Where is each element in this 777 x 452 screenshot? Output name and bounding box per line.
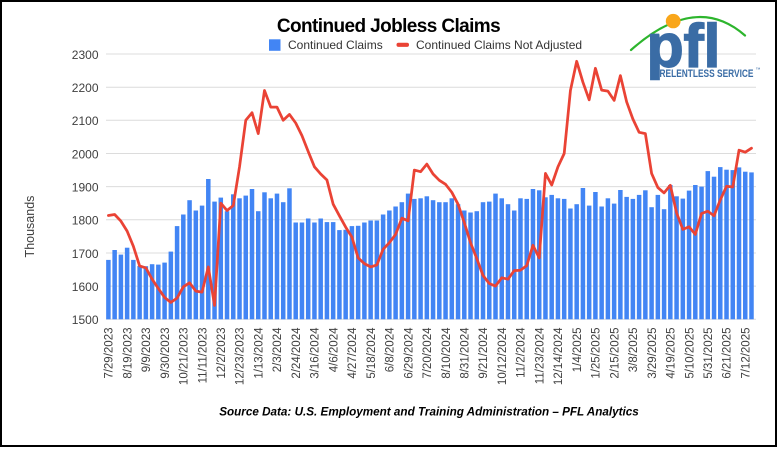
svg-text:4/19/2025: 4/19/2025 xyxy=(666,328,678,379)
svg-text:7/12/2025: 7/12/2025 xyxy=(741,328,753,379)
svg-text:Continued Jobless Claims: Continued Jobless Claims xyxy=(277,16,500,37)
svg-text:10/12/2024: 10/12/2024 xyxy=(497,327,509,385)
svg-text:2300: 2300 xyxy=(72,48,99,62)
svg-text:pfl: pfl xyxy=(647,12,721,80)
svg-text:1700: 1700 xyxy=(72,247,99,261)
svg-text:11/23/2024: 11/23/2024 xyxy=(534,327,546,384)
svg-text:1900: 1900 xyxy=(72,180,99,194)
svg-text:11/2/2024: 11/2/2024 xyxy=(516,327,528,378)
svg-text:2100: 2100 xyxy=(72,114,99,128)
svg-text:5/10/2025: 5/10/2025 xyxy=(684,328,696,379)
svg-text:12/23/2023: 12/23/2023 xyxy=(235,328,247,386)
svg-text:3/16/2024: 3/16/2024 xyxy=(310,327,322,379)
svg-text:2000: 2000 xyxy=(72,147,99,161)
svg-text:9/30/2023: 9/30/2023 xyxy=(160,328,172,379)
svg-text:6/21/2025: 6/21/2025 xyxy=(722,328,734,379)
svg-text:9/21/2024: 9/21/2024 xyxy=(478,327,490,379)
svg-text:Source Data: U.S. Employment a: Source Data: U.S. Employment and Trainin… xyxy=(219,406,639,419)
svg-text:4/6/2024: 4/6/2024 xyxy=(328,327,340,372)
svg-text:8/31/2024: 8/31/2024 xyxy=(460,327,472,379)
svg-text:10/21/2023: 10/21/2023 xyxy=(179,328,191,386)
svg-text:7/20/2024: 7/20/2024 xyxy=(422,327,434,379)
svg-text:4/27/2024: 4/27/2024 xyxy=(347,327,359,379)
svg-text:1/13/2024: 1/13/2024 xyxy=(253,327,265,379)
svg-text:5/31/2025: 5/31/2025 xyxy=(703,328,715,379)
svg-text:3/29/2025: 3/29/2025 xyxy=(647,328,659,379)
svg-text:Thousands: Thousands xyxy=(23,196,37,258)
svg-text:12/14/2024: 12/14/2024 xyxy=(553,327,565,385)
svg-text:9/9/2023: 9/9/2023 xyxy=(141,328,153,373)
svg-text:6/29/2024: 6/29/2024 xyxy=(403,327,415,379)
svg-text:11/11/2023: 11/11/2023 xyxy=(197,328,209,384)
svg-text:12/2/2023: 12/2/2023 xyxy=(216,328,228,379)
svg-text:1/4/2025: 1/4/2025 xyxy=(572,328,584,373)
svg-text:2/24/2024: 2/24/2024 xyxy=(291,327,303,379)
svg-text:™: ™ xyxy=(756,67,761,73)
svg-text:2/3/2024: 2/3/2024 xyxy=(272,327,284,372)
svg-text:6/8/2024: 6/8/2024 xyxy=(385,327,397,372)
svg-text:Continued Claims Not Adjusted: Continued Claims Not Adjusted xyxy=(416,38,582,52)
svg-text:Continued Claims: Continued Claims xyxy=(288,38,383,52)
svg-text:1/25/2025: 1/25/2025 xyxy=(591,328,603,379)
svg-text:3/8/2025: 3/8/2025 xyxy=(628,328,640,373)
svg-text:1500: 1500 xyxy=(72,313,99,327)
svg-text:8/10/2024: 8/10/2024 xyxy=(441,327,453,379)
svg-text:8/19/2023: 8/19/2023 xyxy=(122,328,134,379)
svg-text:1800: 1800 xyxy=(72,214,99,228)
svg-text:5/18/2024: 5/18/2024 xyxy=(366,327,378,379)
svg-text:2/15/2025: 2/15/2025 xyxy=(609,328,621,379)
svg-text:2200: 2200 xyxy=(72,81,99,95)
svg-text:RELENTLESS SERVICE: RELENTLESS SERVICE xyxy=(660,68,754,80)
svg-text:1600: 1600 xyxy=(72,280,99,294)
svg-text:7/29/2023: 7/29/2023 xyxy=(104,328,116,379)
